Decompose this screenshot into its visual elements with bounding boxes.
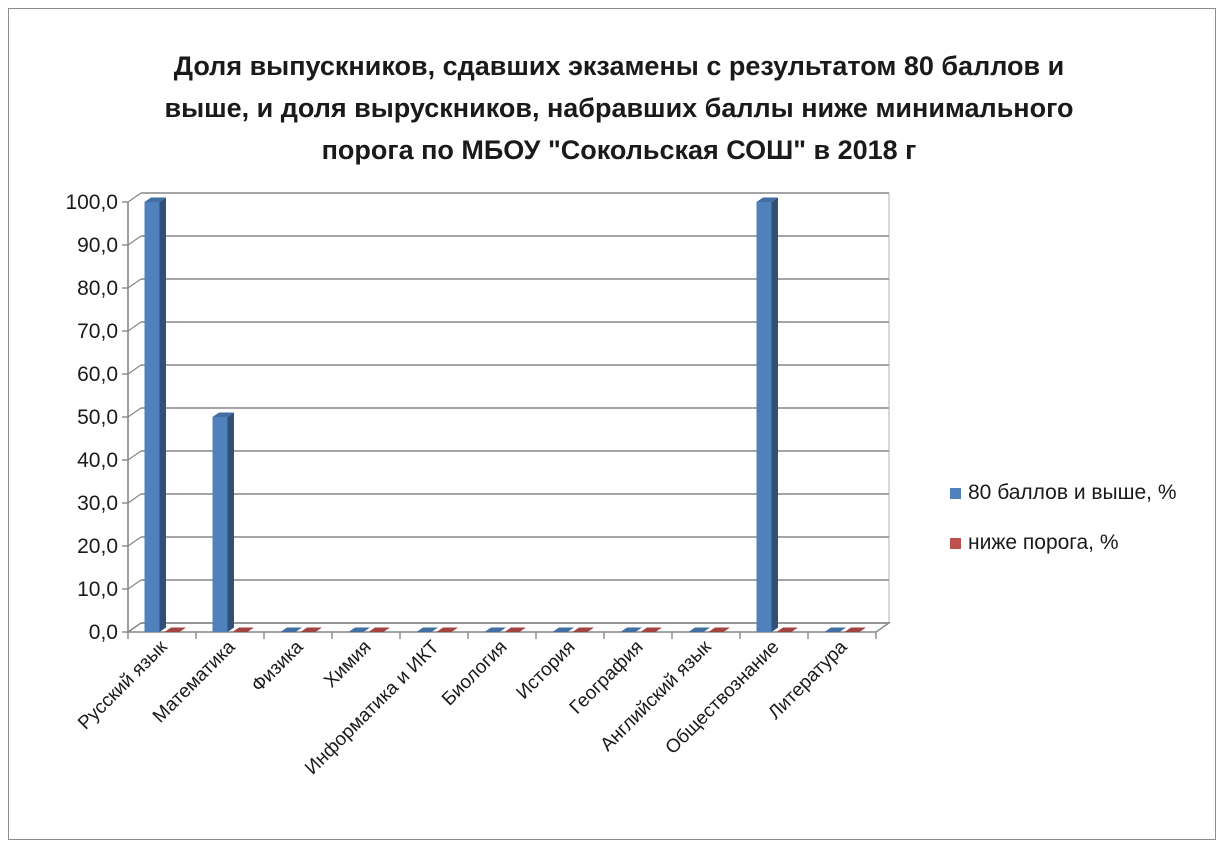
chart-title-line-3: порога по МБОУ "Сокольская СОШ" в 2018 г [321, 135, 917, 165]
bar-top [640, 627, 662, 632]
bar-top [620, 627, 642, 632]
y-tick-label: 70,0 [77, 320, 118, 343]
bar-top [776, 627, 798, 632]
gridline-depth [127, 407, 142, 418]
bar-top [708, 627, 730, 632]
legend-swatch-high [950, 487, 961, 499]
bar-top [164, 627, 186, 632]
bar-side [227, 412, 234, 632]
bar-side [159, 197, 166, 632]
bar-top [368, 627, 390, 632]
y-tick-label: 30,0 [77, 492, 118, 515]
bar-top [300, 627, 322, 632]
x-tick-label: Химия [320, 637, 375, 692]
bar-top [416, 627, 438, 632]
legend-item-high: 80 баллов и выше, % [950, 468, 1177, 518]
bar-top [232, 627, 254, 632]
bar-top [844, 627, 866, 632]
bar-top [552, 627, 574, 632]
gridline-depth [127, 235, 142, 246]
bar-top [504, 627, 526, 632]
chart-title: Доля выпускников, сдавших экзамены с рез… [119, 45, 1119, 171]
bar-top [688, 627, 710, 632]
y-tick-label: 40,0 [77, 449, 118, 472]
y-tick-label: 100,0 [65, 191, 118, 214]
bar-top [280, 627, 302, 632]
bar-top [572, 627, 594, 632]
legend-label-high: 80 баллов и выше, % [968, 481, 1177, 504]
y-tick-label: 10,0 [77, 578, 118, 601]
gridline-depth [127, 450, 142, 461]
bar [756, 202, 772, 632]
legend-swatch-below [950, 537, 961, 549]
x-tick-label: Обществознание [662, 637, 784, 759]
y-tick-label: 20,0 [77, 535, 118, 558]
bar-top [144, 197, 166, 202]
gridline-depth [127, 278, 142, 289]
chart-frame: Доля выпускников, сдавших экзамены с рез… [8, 8, 1216, 840]
chart-title-line-2: выше, и доля вырускников, набравших балл… [164, 93, 1074, 123]
bar-top [756, 197, 778, 202]
x-tick-label: История [513, 637, 580, 704]
bar-top [824, 627, 846, 632]
x-tick-label: Физика [248, 636, 308, 696]
bar-side [771, 197, 778, 632]
y-tick-label: 0,0 [89, 621, 118, 644]
bar-top [436, 627, 458, 632]
y-tick-label: 50,0 [77, 406, 118, 429]
gridline-depth [127, 579, 142, 590]
gridline-depth [127, 493, 142, 504]
y-tick-label: 90,0 [77, 234, 118, 257]
gridline-depth [127, 536, 142, 547]
bar [212, 417, 228, 632]
bar-top [484, 627, 506, 632]
gridline-depth [127, 192, 142, 203]
y-tick-label: 80,0 [77, 277, 118, 300]
bar [144, 202, 160, 632]
chart-title-line-1: Доля выпускников, сдавших экзамены с рез… [173, 51, 1065, 81]
legend: 80 баллов и выше, % ниже порога, % [950, 468, 1177, 568]
x-tick-label: Биология [438, 637, 511, 710]
gridline-depth [127, 321, 142, 332]
legend-label-below: ниже порога, % [968, 531, 1119, 554]
bar-top [212, 412, 234, 417]
x-tick-label: Информатика и ИКТ [301, 636, 444, 779]
gridline-depth [127, 364, 142, 375]
legend-item-below: ниже порога, % [950, 518, 1177, 568]
y-tick-label: 60,0 [77, 363, 118, 386]
bar-top [348, 627, 370, 632]
